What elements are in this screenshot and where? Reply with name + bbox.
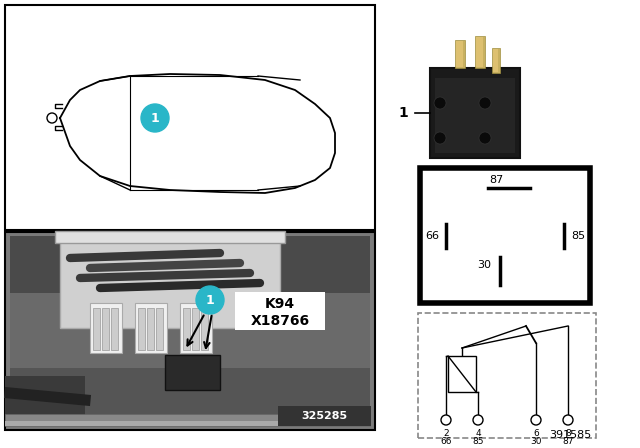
Text: K94: K94 xyxy=(265,297,295,311)
Text: 6: 6 xyxy=(533,429,539,438)
Text: 66: 66 xyxy=(425,231,439,241)
Text: 1: 1 xyxy=(398,106,408,120)
Bar xyxy=(5,414,370,426)
Bar xyxy=(165,355,220,390)
Text: 4: 4 xyxy=(475,429,481,438)
Circle shape xyxy=(479,97,491,109)
Bar xyxy=(448,356,476,392)
Bar xyxy=(10,368,370,426)
Circle shape xyxy=(563,415,573,425)
Bar xyxy=(430,68,520,158)
Text: 85: 85 xyxy=(571,231,585,241)
Text: 85: 85 xyxy=(472,437,484,446)
Text: 30: 30 xyxy=(477,260,492,270)
Text: 1: 1 xyxy=(205,293,214,306)
Text: 30: 30 xyxy=(531,437,541,446)
Bar xyxy=(10,293,370,368)
Circle shape xyxy=(441,415,451,425)
Bar xyxy=(192,308,199,350)
Bar xyxy=(93,308,100,350)
Bar xyxy=(90,303,122,353)
Text: X18766: X18766 xyxy=(250,314,310,328)
Bar xyxy=(10,236,370,293)
Bar xyxy=(147,308,154,350)
Circle shape xyxy=(434,132,446,144)
Circle shape xyxy=(473,415,483,425)
Bar xyxy=(201,308,208,350)
Bar xyxy=(111,308,118,350)
Text: 1: 1 xyxy=(150,112,159,125)
Bar xyxy=(435,78,515,153)
Bar xyxy=(493,49,498,72)
Bar xyxy=(475,36,485,68)
Circle shape xyxy=(479,132,491,144)
Bar xyxy=(278,406,371,426)
Text: 325285: 325285 xyxy=(301,411,347,421)
Bar xyxy=(183,308,190,350)
Circle shape xyxy=(196,286,224,314)
Text: 8: 8 xyxy=(565,429,571,438)
Bar xyxy=(235,292,325,330)
Bar xyxy=(455,40,465,68)
Bar xyxy=(156,308,163,350)
Bar xyxy=(102,308,109,350)
Bar xyxy=(5,232,375,430)
Text: 391585: 391585 xyxy=(549,430,591,440)
Bar xyxy=(418,313,596,438)
Text: 66: 66 xyxy=(440,437,452,446)
Bar xyxy=(420,168,590,303)
Text: 87: 87 xyxy=(490,175,504,185)
Text: 2: 2 xyxy=(443,429,449,438)
Bar xyxy=(138,308,145,350)
Circle shape xyxy=(141,104,169,132)
Bar xyxy=(180,303,212,353)
Circle shape xyxy=(434,97,446,109)
Bar xyxy=(456,41,463,67)
Bar xyxy=(476,37,483,67)
Bar xyxy=(60,238,280,328)
Bar xyxy=(5,376,85,426)
Bar xyxy=(135,303,167,353)
Bar xyxy=(5,5,375,230)
Bar xyxy=(492,48,500,73)
Bar xyxy=(5,421,370,426)
Bar xyxy=(55,231,285,243)
Circle shape xyxy=(531,415,541,425)
Text: 87: 87 xyxy=(563,437,573,446)
